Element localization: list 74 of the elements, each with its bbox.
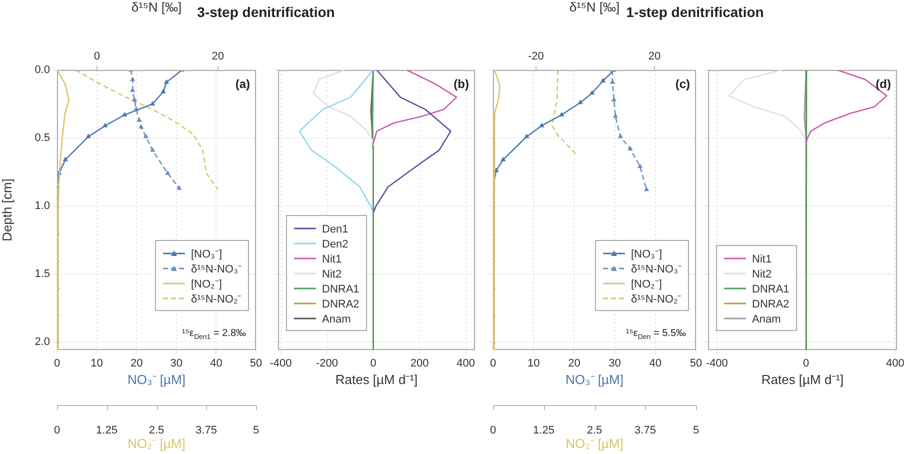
x-tick-label: 10 <box>90 358 103 370</box>
chart-title: 1-step denitrification <box>626 4 764 20</box>
legend-label: [NO₃⁻] <box>631 248 662 260</box>
x-tick-label: 0 <box>803 358 810 370</box>
legend-label: δ¹⁵N-NO₂⁻ <box>631 294 682 306</box>
x-tick-label: 2.5 <box>586 424 602 437</box>
x-tick-label: 50 <box>250 358 262 370</box>
x-axis-title: Rates [µM d⁻¹] <box>335 372 418 387</box>
legend-label: DNRA1 <box>752 284 790 296</box>
x-tick-label: 0 <box>490 424 496 437</box>
x-tick-label: 40 <box>210 358 222 370</box>
x-tick-label: 1.25 <box>96 424 118 437</box>
x-tick-label: 400 <box>456 358 475 370</box>
x2-axis-title: δ¹⁵N [‰] <box>131 0 182 14</box>
x-tick-label: 0 <box>54 424 60 437</box>
legend-label: Den2 <box>322 238 348 250</box>
text: [NO₂⁻] <box>631 278 662 290</box>
x2-tick-label: 0 <box>94 50 100 62</box>
x-tick-label: 3.75 <box>196 424 217 437</box>
x-tick-label: 400 <box>886 358 904 370</box>
legend-label: Anam <box>322 314 351 326</box>
y-tick-label: 1.5 <box>34 268 50 280</box>
x-axis-title: NO₂⁻ [µM] <box>128 436 186 451</box>
x-tick-label: 5 <box>692 424 700 437</box>
x-tick-label: 20 <box>568 358 580 370</box>
x-axis-title: NO₃⁻ [µM] <box>566 372 624 387</box>
y-tick-label: 0.5 <box>34 132 50 144</box>
annotation: (c) <box>675 77 690 91</box>
legend-label: δ¹⁵N-NO₃⁻ <box>191 264 242 276</box>
legend-label: δ¹⁵N-NO₃⁻ <box>631 264 682 276</box>
x-tick-label: 2.5 <box>148 424 164 437</box>
x-tick-label: 200 <box>410 358 429 370</box>
legend-label: Nit2 <box>752 268 772 280</box>
x-tick-label: 20 <box>130 358 143 370</box>
x-tick-label: 0 <box>490 358 496 370</box>
legend-label: DNRA2 <box>752 298 790 310</box>
x-axis-title: Rates [µM d⁻¹] <box>761 372 844 387</box>
text: [NO₂⁻] <box>191 278 222 290</box>
legend-label: Nit1 <box>322 254 342 266</box>
legend-label: δ¹⁵N-NO₂⁻ <box>191 294 242 306</box>
legend-label: [NO₃⁻] <box>191 248 222 260</box>
x-tick-label: 40 <box>649 358 662 370</box>
x-tick-label: 1.25 <box>533 424 554 437</box>
annotation: (b) <box>454 77 470 91</box>
x-tick-label: -200 <box>316 358 338 370</box>
x-tick-label: 10 <box>527 358 540 370</box>
x-tick-label: 30 <box>170 358 183 370</box>
x-tick-label: -400 <box>270 358 292 370</box>
legend-label: DNRA1 <box>322 284 360 296</box>
x-tick-label: 50 <box>690 358 702 370</box>
x2-tick-label: 20 <box>212 50 224 62</box>
x-axis-title: NO₃⁻ [µM] <box>128 372 186 387</box>
x-axis-title: NO₂⁻ [µM] <box>566 436 624 451</box>
x-tick-label: 3.75 <box>634 424 656 437</box>
x-tick-label: 0 <box>370 358 376 370</box>
legend-label: Anam <box>752 314 781 326</box>
y-tick-label: 0.0 <box>34 64 50 76</box>
annotation: (d) <box>876 77 892 91</box>
legend-label: DNRA2 <box>322 298 360 310</box>
x-tick-label: 5 <box>252 424 260 437</box>
y-axis-title: Depth [cm] <box>0 178 14 242</box>
chart-title: 3-step denitrification <box>197 4 335 20</box>
y-tick-label: 1.0 <box>34 200 50 212</box>
legend-label: Den1 <box>322 224 348 236</box>
x2-tick-label: -20 <box>528 50 544 62</box>
legend-label: Nit1 <box>752 254 772 266</box>
x-tick-label: 30 <box>608 358 621 370</box>
y-tick-label: 2.0 <box>34 336 50 348</box>
x-tick-label: -400 <box>706 358 728 370</box>
x2-tick-label: 20 <box>648 50 661 62</box>
x-tick-label: 0 <box>54 358 60 370</box>
annotation: (a) <box>235 77 250 91</box>
legend-label: Nit2 <box>322 268 342 280</box>
x2-axis-title: δ¹⁵N [‰] <box>569 0 620 14</box>
